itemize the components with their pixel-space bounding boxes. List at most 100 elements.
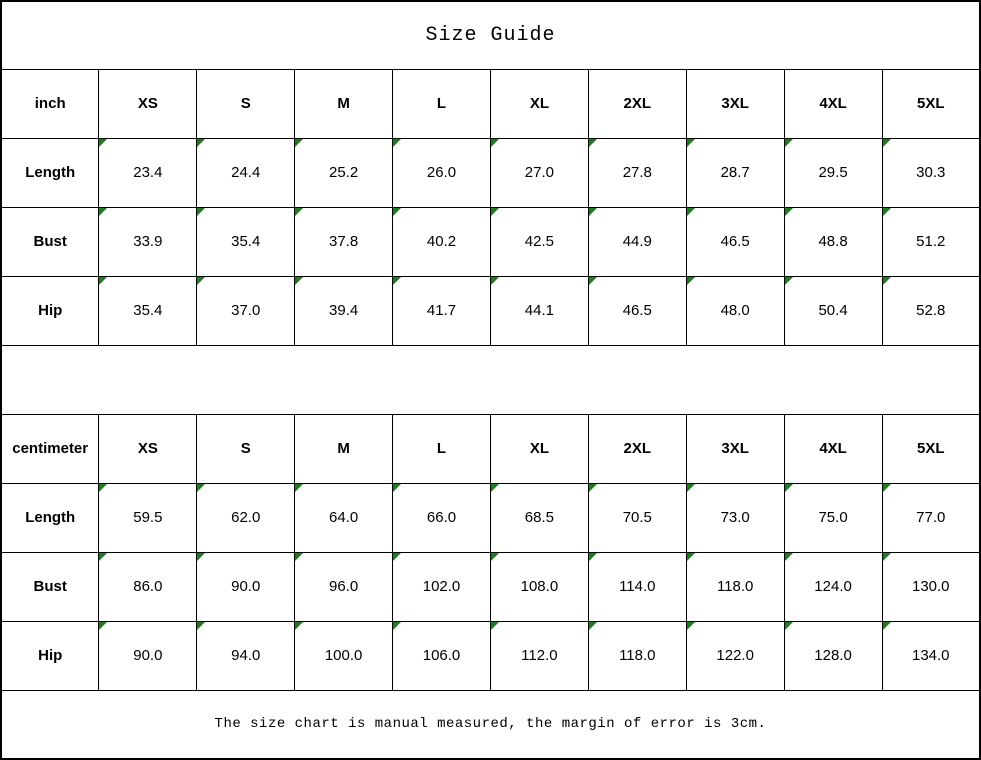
size-value-cell: 90.0 xyxy=(196,551,296,622)
cell-corner-flag-icon xyxy=(687,277,695,285)
size-value-cell: 100.0 xyxy=(294,620,394,691)
size-value: 114.0 xyxy=(619,578,656,595)
cell-corner-flag-icon xyxy=(589,208,597,216)
cell-corner-flag-icon xyxy=(883,139,891,147)
cell-corner-flag-icon xyxy=(197,553,206,561)
size-col-header-4XL: 4XL xyxy=(783,68,883,139)
size-value-cell: 64.0 xyxy=(294,482,394,553)
size-value: 41.7 xyxy=(426,302,457,319)
size-value-cell: 128.0 xyxy=(783,620,883,691)
page-title: Size Guide xyxy=(0,0,981,70)
size-value: 40.2 xyxy=(426,233,457,250)
cell-corner-flag-icon xyxy=(883,484,891,492)
centimeter-table-body: centimeter XS S M L XL 2XL 3XL 4XL 5XL Length 59.5 6… xyxy=(0,413,981,691)
size-value-cell: 51.2 xyxy=(881,206,981,277)
size-value: 46.5 xyxy=(720,233,750,250)
cell-corner-flag-icon xyxy=(785,484,793,492)
size-value: 100.0 xyxy=(324,647,363,664)
size-value-cell: 124.0 xyxy=(783,551,883,622)
size-value: 70.5 xyxy=(622,509,652,526)
cell-corner-flag-icon xyxy=(687,484,695,492)
size-value: 59.5 xyxy=(133,509,163,526)
size-value-cell: 33.9 xyxy=(98,206,198,277)
size-value: 66.0 xyxy=(426,509,457,526)
size-value: 68.5 xyxy=(524,509,554,526)
size-value: 108.0 xyxy=(520,578,559,595)
size-value-cell: 41.7 xyxy=(392,275,491,346)
size-value-cell: 118.0 xyxy=(685,551,785,622)
size-value: 75.0 xyxy=(818,509,848,526)
cell-corner-flag-icon xyxy=(393,622,402,630)
cell-corner-flag-icon xyxy=(393,553,402,561)
cell-corner-flag-icon xyxy=(99,277,108,285)
cell-corner-flag-icon xyxy=(295,208,304,216)
title-row: Size Guide xyxy=(0,0,981,70)
size-value-cell: 86.0 xyxy=(98,551,198,622)
size-value: 46.5 xyxy=(622,302,652,319)
size-value: 27.8 xyxy=(622,164,652,181)
size-col-header-5XL: 5XL xyxy=(881,413,981,484)
cell-corner-flag-icon xyxy=(491,622,499,630)
size-value-cell: 44.1 xyxy=(489,275,589,346)
size-col-header-XS: XS xyxy=(98,413,198,484)
cell-corner-flag-icon xyxy=(589,484,597,492)
size-value-cell: 52.8 xyxy=(881,275,981,346)
cell-corner-flag-icon xyxy=(785,139,793,147)
cell-corner-flag-icon xyxy=(491,208,499,216)
size-value-cell: 96.0 xyxy=(294,551,394,622)
size-value: 24.4 xyxy=(231,164,261,181)
size-value-cell: 108.0 xyxy=(489,551,589,622)
size-value-cell: 90.0 xyxy=(98,620,198,691)
size-value-cell: 25.2 xyxy=(294,137,394,208)
size-col-header-3XL: 3XL xyxy=(685,68,785,139)
size-value-cell: 62.0 xyxy=(196,482,296,553)
size-value: 102.0 xyxy=(422,578,461,595)
cell-corner-flag-icon xyxy=(589,277,597,285)
size-value-cell: 27.8 xyxy=(587,137,687,208)
cell-corner-flag-icon xyxy=(99,208,108,216)
size-value: 90.0 xyxy=(133,647,163,664)
size-value: 30.3 xyxy=(916,164,946,181)
size-value-cell: 102.0 xyxy=(392,551,491,622)
size-value: 86.0 xyxy=(133,578,163,595)
cell-corner-flag-icon xyxy=(295,139,304,147)
spacer-row xyxy=(1,344,980,415)
cell-corner-flag-icon xyxy=(295,622,304,630)
cell-corner-flag-icon xyxy=(197,208,206,216)
size-value: 39.4 xyxy=(329,302,359,319)
cell-corner-flag-icon xyxy=(99,553,108,561)
size-value-cell: 70.5 xyxy=(587,482,687,553)
size-col-header-XS: XS xyxy=(98,68,198,139)
size-col-header-S: S xyxy=(196,413,296,484)
size-value: 64.0 xyxy=(329,509,359,526)
size-value: 29.5 xyxy=(818,164,848,181)
size-value: 118.0 xyxy=(619,647,656,664)
size-value: 51.2 xyxy=(916,233,946,250)
spacer-cell xyxy=(1,344,980,415)
header-row: inch XS S M L XL 2XL 3XL 4XL 5XL xyxy=(0,68,981,139)
size-value-cell: 26.0 xyxy=(392,137,491,208)
row-label-length: Length xyxy=(0,137,100,208)
cell-corner-flag-icon xyxy=(589,622,597,630)
cell-corner-flag-icon xyxy=(99,484,108,492)
size-value: 35.4 xyxy=(133,302,163,319)
size-col-header-M: M xyxy=(294,413,394,484)
measurement-row-hip: Hip 90.0 94.0 100.0 106.0 112.0 118.0 122.0 128.… xyxy=(0,620,981,691)
size-value-cell: 42.5 xyxy=(489,206,589,277)
cell-corner-flag-icon xyxy=(295,553,304,561)
size-value: 77.0 xyxy=(916,509,946,526)
size-col-header-5XL: 5XL xyxy=(881,68,981,139)
cell-corner-flag-icon xyxy=(785,277,793,285)
inch-table-body: inch XS S M L XL 2XL 3XL 4XL 5XL Length 23.4 24.4 25.… xyxy=(0,68,981,346)
cell-corner-flag-icon xyxy=(785,208,793,216)
size-value-cell: 24.4 xyxy=(196,137,296,208)
cell-corner-flag-icon xyxy=(393,277,402,285)
cell-corner-flag-icon xyxy=(99,622,108,630)
size-value: 106.0 xyxy=(422,647,461,664)
cell-corner-flag-icon xyxy=(491,484,499,492)
size-value: 62.0 xyxy=(231,509,261,526)
size-value-cell: 48.0 xyxy=(685,275,785,346)
size-value: 122.0 xyxy=(716,647,754,664)
size-value-cell: 68.5 xyxy=(489,482,589,553)
size-value: 35.4 xyxy=(231,233,261,250)
